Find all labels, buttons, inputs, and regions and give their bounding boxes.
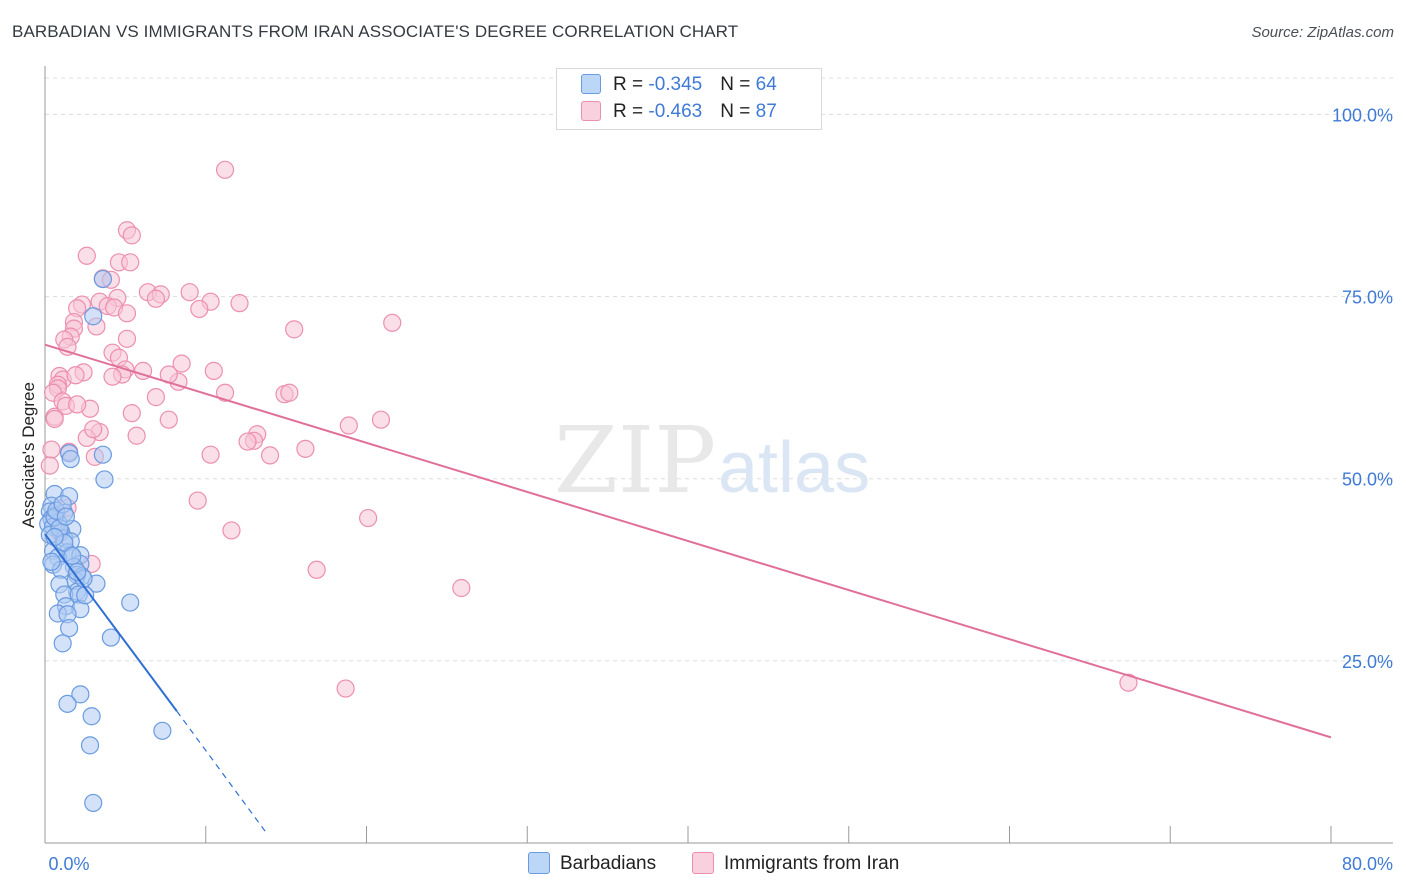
point-iran [204,361,223,380]
point-iran [159,410,178,429]
y-tick-label: 25.0% [1342,652,1393,672]
point-barbadians [93,269,112,289]
point-iran [146,388,166,407]
point-iran [121,253,140,272]
y-tick-label: 75.0% [1342,288,1393,308]
trend-lines [44,343,1332,834]
point-barbadians [53,634,72,653]
point-iran [215,383,235,402]
point-iran [172,354,191,373]
point-iran [45,409,64,429]
grid-lines [45,77,1393,662]
point-barbadians [153,721,172,740]
legend-r-barbadians: -0.345 [648,74,703,95]
point-iran [1119,673,1138,692]
point-iran [371,410,391,429]
chart-title: BARBADIAN VS IMMIGRANTS FROM IRAN ASSOCI… [12,22,739,41]
point-iran [359,508,378,528]
series-barbadians-points [39,269,172,813]
legend-item-iran[interactable]: Immigrants from Iran [692,852,899,875]
point-iran [260,446,280,465]
point-iran [215,160,235,179]
point-iran [122,404,141,423]
point-barbadians [60,618,79,638]
point-iran [452,578,471,598]
point-iran [127,426,146,445]
tick-labels: 25.0% 50.0% 75.0% 100.0% 0.0% 80.0% [48,105,1393,874]
point-iran [190,299,209,319]
legend-item-barbadians[interactable]: Barbadians [528,852,656,875]
point-iran [201,445,220,464]
point-iran [336,679,355,698]
point-iran [42,440,61,459]
trend-line-barbadians-extension [176,710,268,834]
point-barbadians [121,593,140,612]
x-tick-label: 0.0% [48,854,89,874]
point-barbadians [93,445,112,464]
point-barbadians [95,470,114,489]
legend-n-iran: 87 [755,101,777,122]
point-iran [103,367,122,386]
point-iran [117,329,137,348]
point-iran [117,304,137,323]
point-iran [383,313,402,332]
trend-line-iran [44,343,1332,739]
point-barbadians [82,707,101,726]
point-iran [66,366,85,385]
series-legend: Barbadians Immigrants from Iran [0,852,1406,878]
watermark-zip: ZIP [554,407,716,514]
point-barbadians [68,562,87,582]
legend-swatch-iran-bottom [692,852,714,874]
point-iran [285,320,304,339]
legend-swatch-barbadians-bottom [528,852,550,874]
point-iran [146,289,166,308]
legend-r-iran: -0.463 [648,101,703,122]
point-barbadians [61,449,80,469]
y-axis-label: Associate's Degree [19,382,38,528]
legend-row-barbadians: R = -0.345 N = 64 [581,74,777,98]
point-iran [77,246,96,265]
legend-n-barbadians: 64 [755,74,777,95]
watermark-atlas: atlas [718,428,870,508]
point-barbadians [101,628,121,647]
point-barbadians [42,552,61,571]
x-tick-label: 80.0% [1342,854,1393,874]
legend-swatch-barbadians [581,74,601,94]
point-iran [84,420,103,439]
point-iran [280,383,299,402]
y-tick-label: 100.0% [1332,105,1393,125]
source-credit: Source: ZipAtlas.com [1251,24,1394,41]
point-barbadians [56,507,75,526]
legend-row-iran: R = -0.463 N = 87 [581,101,777,125]
point-barbadians [45,527,64,547]
point-iran [230,294,249,313]
point-iran [339,416,358,435]
point-barbadians [84,793,103,813]
point-iran [296,439,315,458]
point-iran [307,560,326,579]
point-iran [68,395,87,414]
series-iran-points [40,160,1138,698]
point-barbadians [80,736,100,755]
point-iran [180,283,199,302]
point-barbadians [71,685,90,704]
trend-line-barbadians [44,533,178,712]
point-iran [40,456,59,475]
point-iran [188,491,207,510]
point-iran [122,226,141,245]
stats-legend: R = -0.345 N = 64 R = -0.463 N = 87 [556,68,822,130]
point-iran [238,432,257,451]
point-barbadians [58,694,77,713]
legend-swatch-iran [581,101,601,121]
point-iran [222,521,241,540]
y-tick-label: 50.0% [1342,470,1393,490]
point-barbadians [84,307,103,326]
